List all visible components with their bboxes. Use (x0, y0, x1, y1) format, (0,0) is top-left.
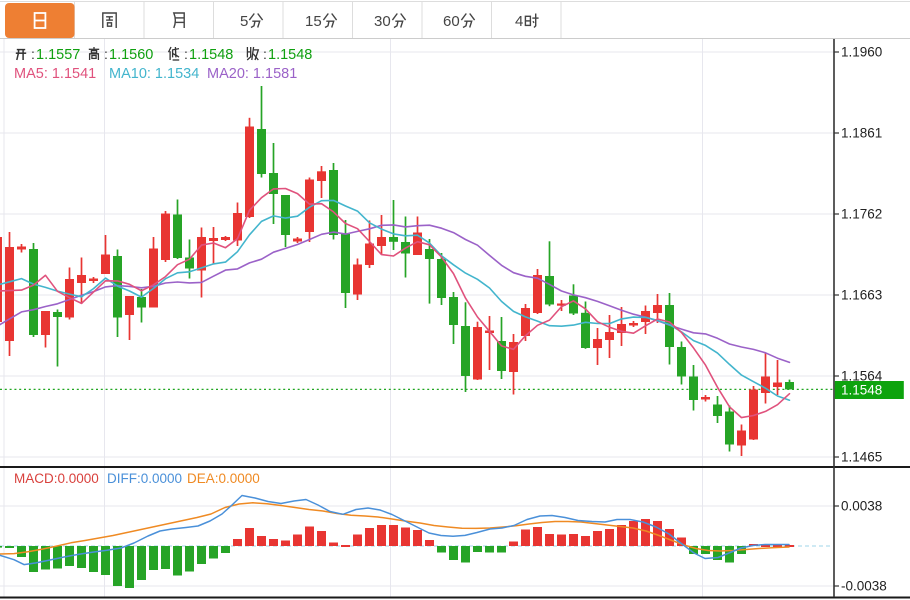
svg-text::: : (263, 46, 267, 62)
svg-text:MACD:0.0000: MACD:0.0000 (14, 471, 99, 486)
svg-text::: : (31, 46, 35, 62)
svg-text:1.1557: 1.1557 (36, 47, 80, 63)
svg-text:1.1548: 1.1548 (841, 383, 882, 398)
svg-text:1.1548: 1.1548 (268, 47, 312, 63)
svg-text:1.1861: 1.1861 (841, 126, 882, 141)
svg-text:MA5: 1.1541: MA5: 1.1541 (14, 66, 96, 82)
svg-text:MA20: 1.1581: MA20: 1.1581 (207, 66, 297, 82)
svg-text:30: 30 (374, 13, 391, 30)
svg-text::: : (184, 46, 188, 62)
svg-text::: : (104, 46, 108, 62)
svg-text:DIFF:0.0000: DIFF:0.0000 (107, 471, 182, 486)
svg-text:5: 5 (240, 13, 248, 30)
svg-text:1.1560: 1.1560 (109, 47, 153, 63)
svg-text:MA10: 1.1534: MA10: 1.1534 (109, 66, 199, 82)
svg-text:1.1564: 1.1564 (841, 369, 883, 384)
svg-text:DEA:0.0000: DEA:0.0000 (187, 471, 260, 486)
svg-text:15: 15 (305, 13, 322, 30)
svg-text:4: 4 (515, 13, 523, 30)
svg-text:1.1663: 1.1663 (841, 288, 882, 303)
svg-text:0.0038: 0.0038 (841, 499, 882, 514)
svg-text:60: 60 (443, 13, 460, 30)
svg-text:1.1548: 1.1548 (189, 47, 233, 63)
svg-text:-0.0038: -0.0038 (841, 579, 887, 594)
svg-text:1.1960: 1.1960 (841, 45, 882, 60)
svg-text:1.1762: 1.1762 (841, 207, 882, 222)
svg-text:1.1465: 1.1465 (841, 450, 882, 465)
